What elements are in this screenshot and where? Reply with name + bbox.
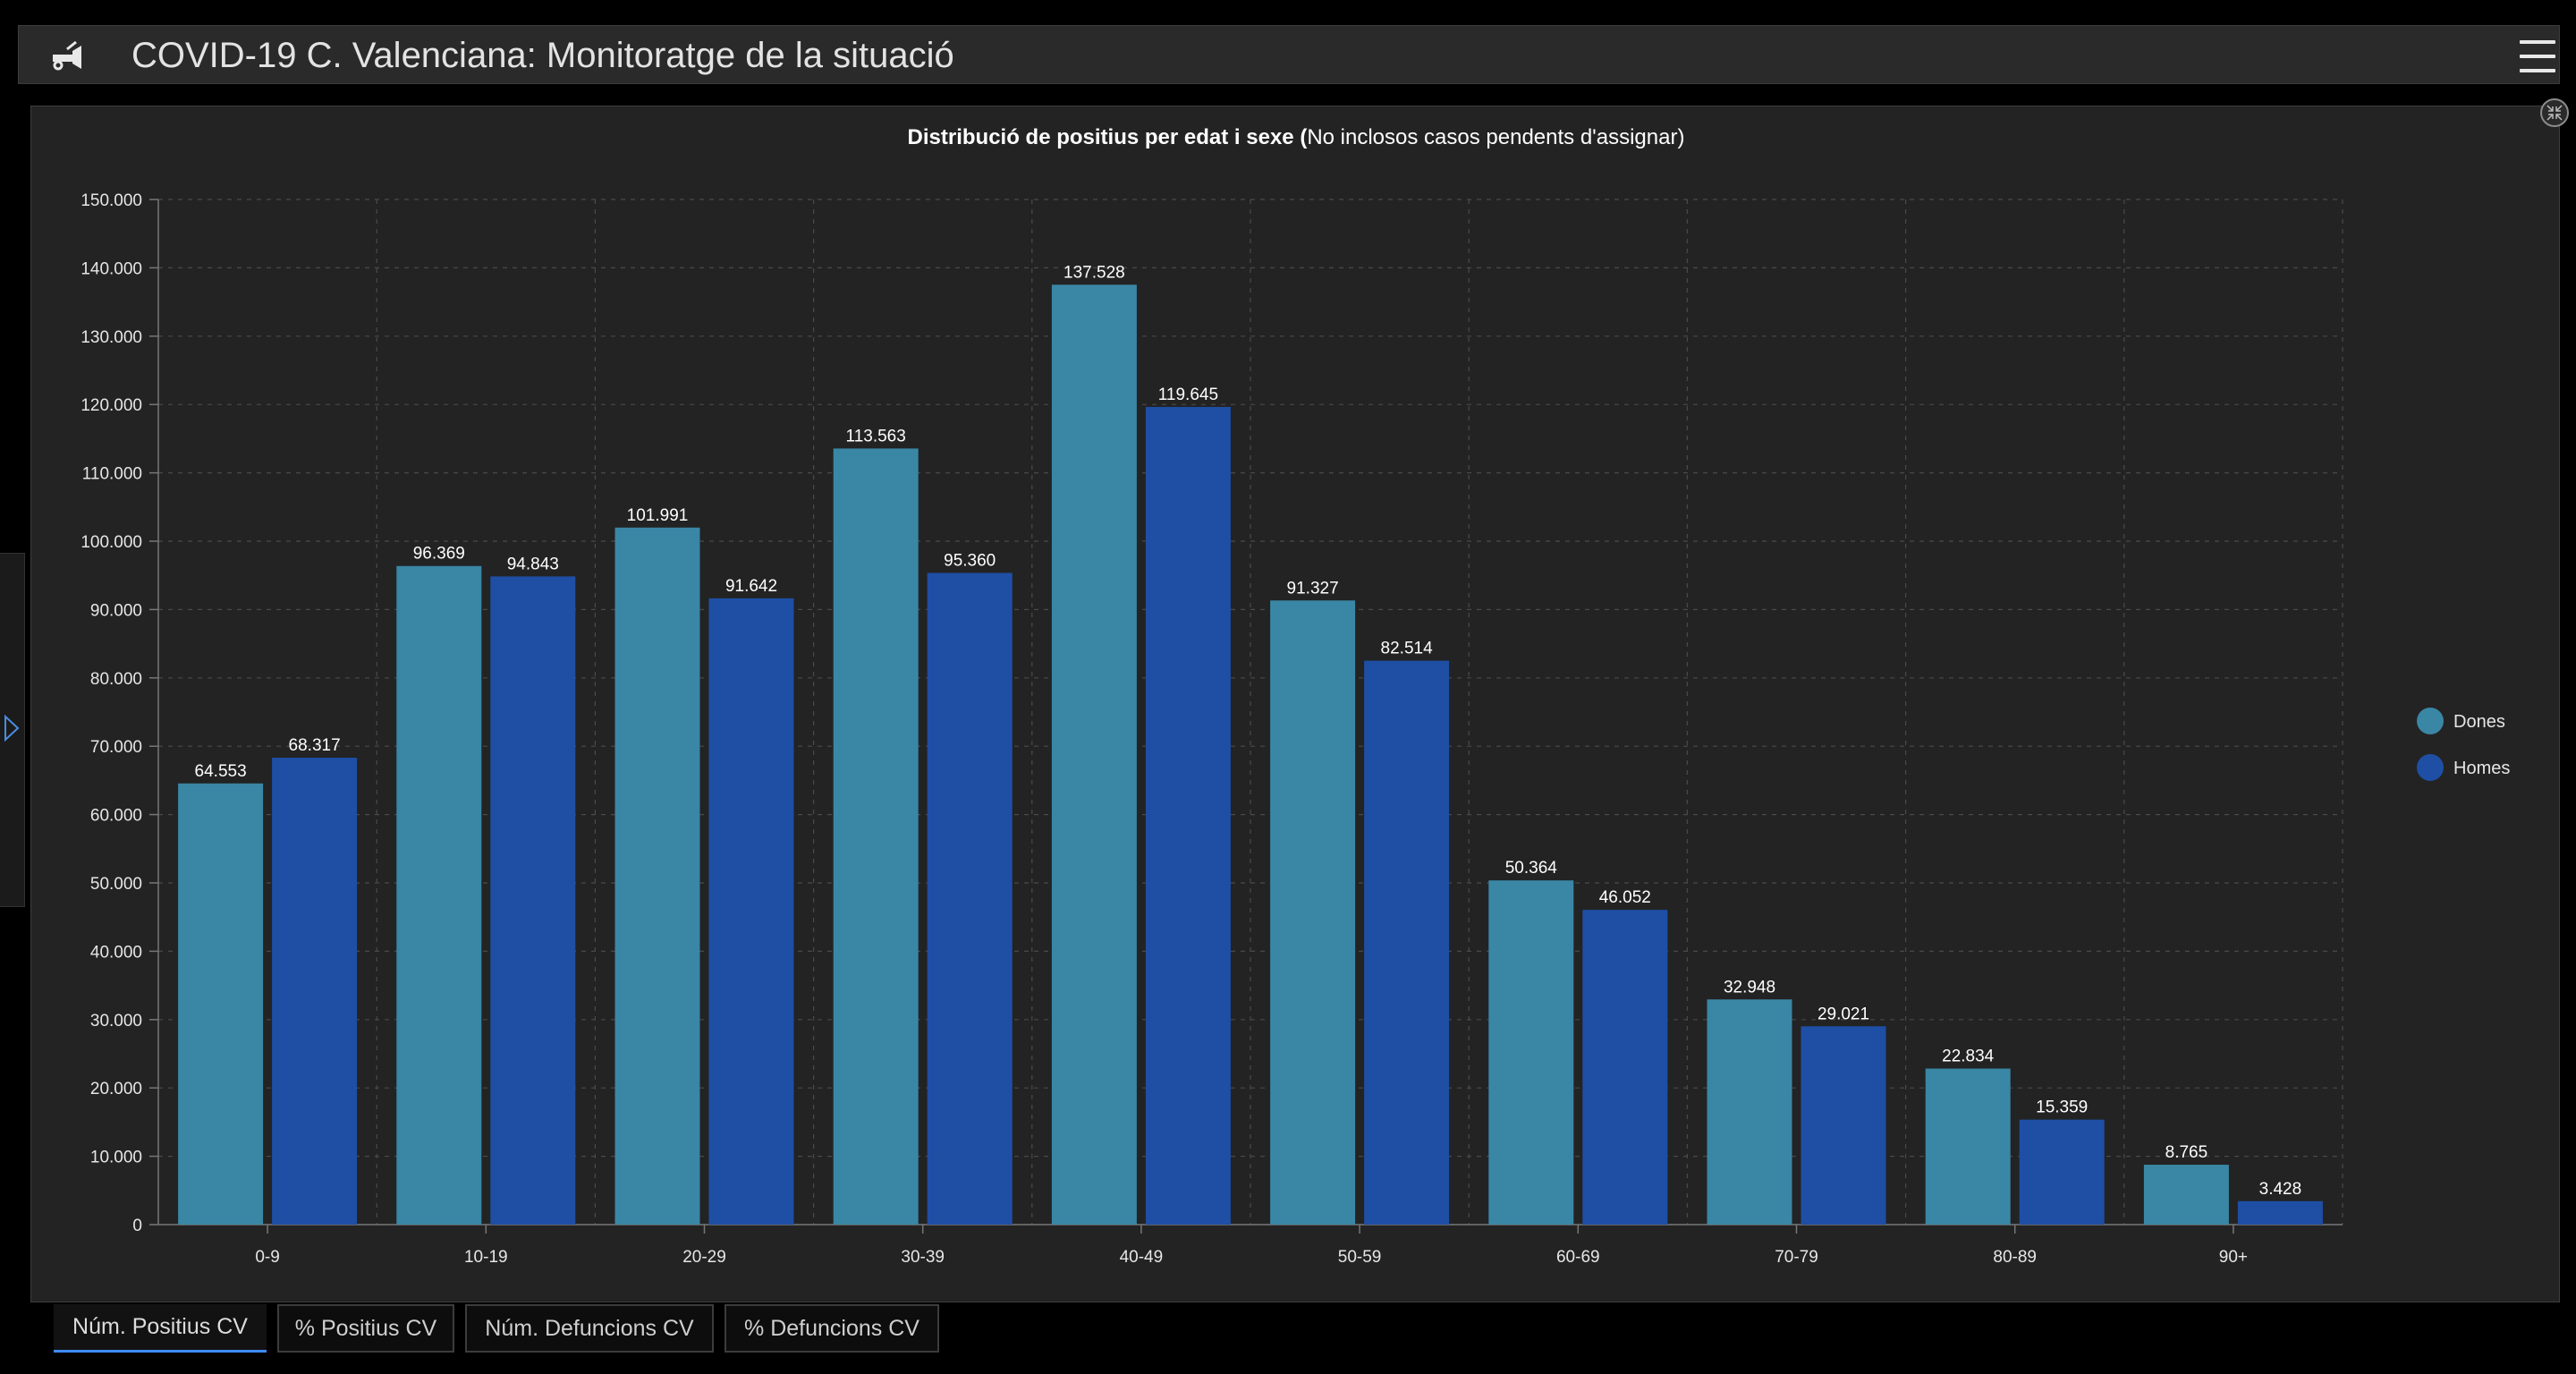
data-label: 119.645	[1158, 386, 1218, 404]
data-label: 8.765	[2165, 1143, 2208, 1162]
y-tick-label: 90.000	[90, 601, 142, 620]
bar-homes	[1364, 660, 1450, 1225]
x-tick-label: 90+	[2219, 1248, 2248, 1267]
bar-chart: Distribució de positius per edat i sexe …	[80, 125, 2510, 1267]
bar-dones	[1925, 1068, 2011, 1225]
legend-label: Dones	[2453, 712, 2505, 732]
y-tick-label: 140.000	[80, 259, 142, 278]
legend-marker-dones	[2417, 708, 2444, 734]
chart-title: Distribució de positius per edat i sexe …	[908, 125, 1685, 149]
data-label: 46.052	[1599, 888, 1651, 907]
tab-pct-defuncions[interactable]: % Defuncions CV	[724, 1304, 939, 1353]
y-tick-label: 0	[132, 1217, 142, 1235]
data-label: 3.428	[2259, 1180, 2302, 1199]
bar-dones	[1270, 600, 1356, 1225]
legend-marker-homes	[2417, 754, 2444, 781]
x-tick-label: 20-29	[682, 1248, 726, 1267]
bar-homes	[1801, 1026, 1886, 1225]
y-tick-label: 10.000	[90, 1149, 142, 1167]
x-tick-label: 40-49	[1120, 1248, 1164, 1267]
y-tick-label: 70.000	[90, 738, 142, 757]
tab-num-positius[interactable]: Núm. Positius CV	[54, 1304, 267, 1353]
x-tick-label: 70-79	[1775, 1248, 1818, 1267]
data-label: 29.021	[1818, 1005, 1869, 1023]
bar-dones	[1707, 999, 1792, 1225]
data-label: 50.364	[1505, 859, 1558, 878]
bar-dones	[396, 565, 482, 1225]
legend-label: Homes	[2453, 759, 2510, 778]
data-label: 15.359	[2036, 1098, 2088, 1117]
y-tick-label: 100.000	[80, 533, 142, 552]
tab-num-defuncions[interactable]: Núm. Defuncions CV	[465, 1304, 714, 1353]
data-label: 22.834	[1942, 1047, 1995, 1066]
y-tick-label: 120.000	[80, 396, 142, 415]
data-label: 94.843	[507, 555, 559, 573]
sidebar-toggle[interactable]	[0, 553, 25, 907]
bar-homes	[1582, 910, 1668, 1225]
app-header: COVID-19 C. Valenciana: Monitoratge de l…	[18, 25, 2560, 84]
trumpet-logo-icon	[53, 40, 81, 71]
x-tick-label: 80-89	[1993, 1248, 2037, 1267]
data-label: 32.948	[1724, 978, 1775, 997]
bar-homes	[272, 758, 358, 1225]
y-tick-label: 80.000	[90, 670, 142, 689]
data-label: 96.369	[413, 545, 465, 564]
data-label: 113.563	[846, 427, 906, 445]
collapse-arrows-icon[interactable]	[2538, 97, 2571, 129]
data-label: 137.528	[1063, 263, 1125, 282]
x-tick-label: 10-19	[464, 1248, 508, 1267]
bar-dones	[2143, 1165, 2229, 1225]
y-tick-label: 50.000	[90, 875, 142, 894]
bar-dones	[178, 783, 264, 1225]
data-label: 91.642	[725, 577, 777, 596]
data-label: 64.553	[195, 762, 247, 781]
x-tick-label: 30-39	[901, 1248, 945, 1267]
y-tick-label: 110.000	[82, 465, 142, 484]
tab-pct-positius[interactable]: % Positius CV	[277, 1304, 454, 1353]
data-label: 91.327	[1287, 579, 1339, 598]
y-tick-label: 20.000	[90, 1080, 142, 1098]
bar-homes	[490, 576, 576, 1225]
x-tick-label: 50-59	[1338, 1248, 1382, 1267]
y-tick-label: 40.000	[90, 943, 142, 962]
bar-dones	[1488, 880, 1574, 1225]
bar-homes	[708, 598, 794, 1225]
app-title: COVID-19 C. Valenciana: Monitoratge de l…	[131, 36, 954, 75]
y-tick-label: 30.000	[90, 1012, 142, 1030]
bar-dones	[833, 448, 919, 1226]
hamburger-menu-icon[interactable]	[2520, 40, 2555, 72]
bar-homes	[2237, 1200, 2323, 1225]
x-tick-label: 60-69	[1556, 1248, 1600, 1267]
data-label: 68.317	[289, 736, 341, 755]
data-label: 101.991	[627, 506, 689, 525]
y-tick-label: 60.000	[90, 807, 142, 826]
x-tick-label: 0-9	[255, 1248, 279, 1267]
data-label: 82.514	[1381, 640, 1434, 658]
triangle-right-icon	[4, 715, 20, 742]
bar-homes	[2019, 1119, 2105, 1225]
bar-dones	[1051, 284, 1137, 1225]
bar-homes	[927, 572, 1013, 1225]
y-tick-label: 130.000	[80, 328, 142, 347]
data-label: 95.360	[944, 551, 996, 570]
bar-homes	[1145, 406, 1231, 1225]
chart-panel: Distribució de positius per edat i sexe …	[30, 106, 2560, 1302]
y-tick-label: 150.000	[80, 191, 142, 210]
bar-dones	[614, 527, 700, 1225]
